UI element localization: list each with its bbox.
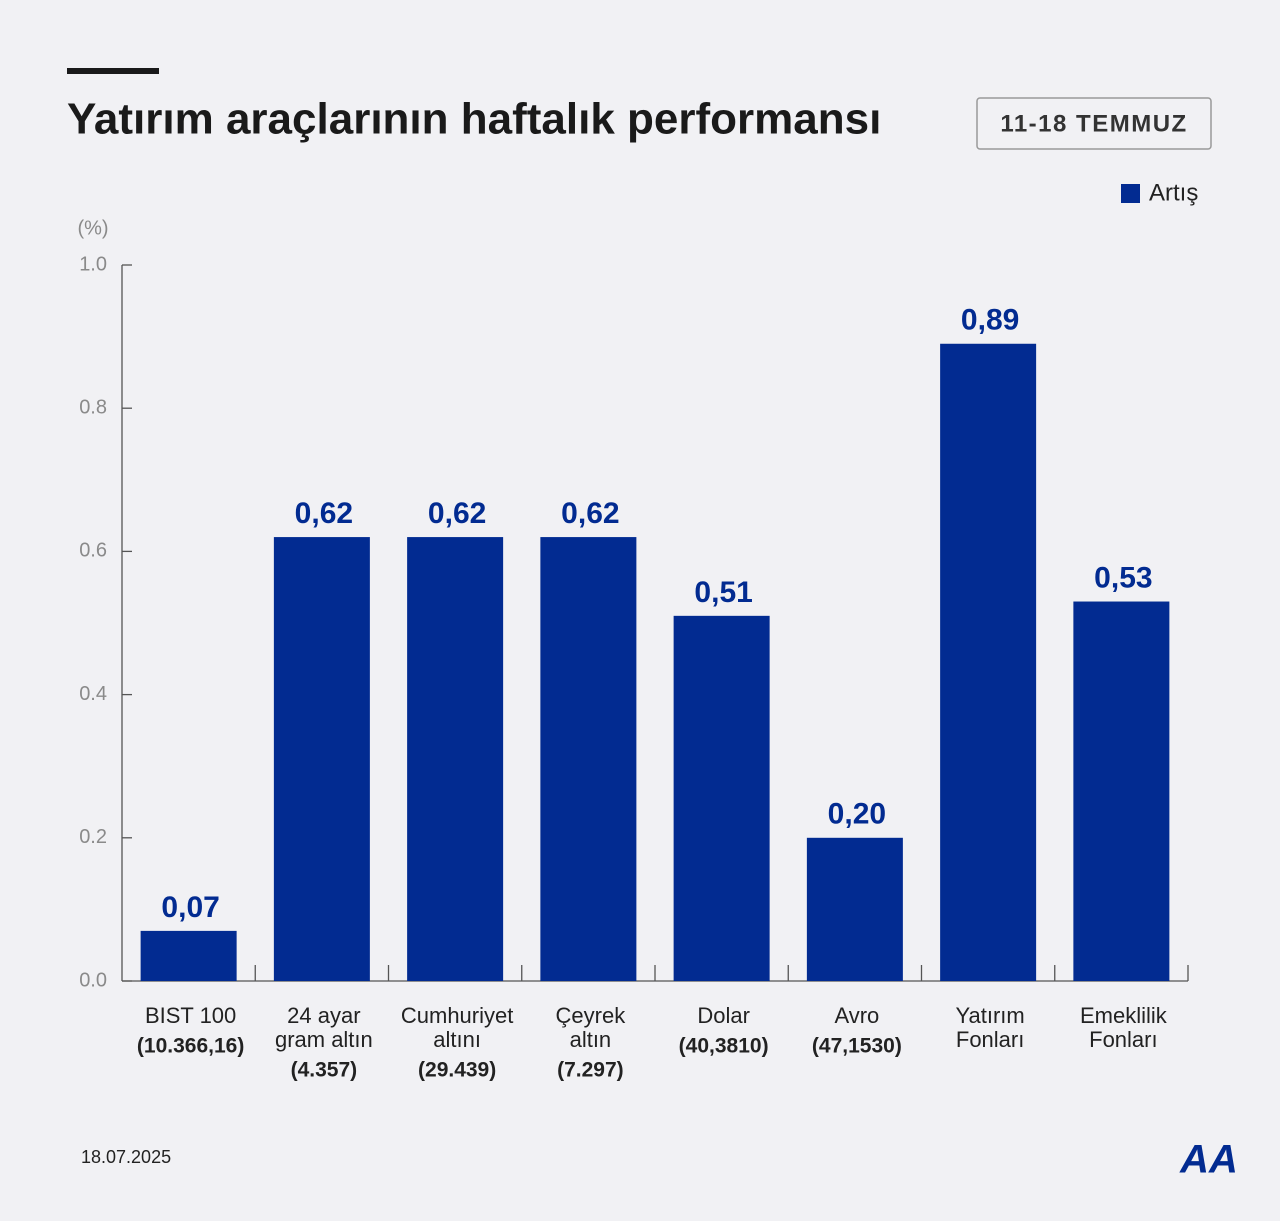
y-tick-label: 0.8 bbox=[79, 396, 107, 418]
x-tick-label: Cumhuriyet altını bbox=[401, 1003, 513, 1052]
bar bbox=[273, 537, 370, 981]
chart-title: Yatırım araçlarının haftalık performansı bbox=[67, 95, 881, 144]
x-tick-note: (40,3810) bbox=[679, 1035, 769, 1058]
value-label: 0,62 bbox=[561, 497, 619, 530]
value-label: 0,53 bbox=[1094, 561, 1152, 594]
y-tick-label: 0.0 bbox=[79, 969, 107, 991]
value-label: 0,51 bbox=[694, 576, 752, 609]
x-tick-note: (47,1530) bbox=[812, 1035, 902, 1058]
x-tick-label: Dolar bbox=[697, 1003, 750, 1028]
value-label: 0,07 bbox=[161, 891, 219, 924]
date-badge bbox=[976, 97, 1212, 150]
title-rule bbox=[67, 68, 159, 74]
bar bbox=[1073, 601, 1170, 981]
bar bbox=[940, 343, 1037, 981]
value-label: 0,20 bbox=[828, 798, 886, 831]
x-tick-label: Çeyrek altın bbox=[556, 1003, 627, 1052]
x-tick-label: 24 ayar gram altın bbox=[275, 1003, 373, 1052]
bar bbox=[806, 837, 903, 981]
y-tick-label: 0.4 bbox=[79, 683, 107, 705]
x-tick-label: Yatırım Fonları bbox=[955, 1003, 1024, 1052]
x-tick-label: Emeklilik Fonları bbox=[1080, 1003, 1168, 1052]
bar bbox=[673, 615, 770, 981]
bar bbox=[140, 930, 237, 981]
bar bbox=[540, 537, 637, 981]
legend-swatch bbox=[1121, 184, 1140, 203]
x-tick-label: Avro bbox=[834, 1003, 879, 1028]
date-range: 11-18 TEMMUZ bbox=[1000, 110, 1187, 137]
y-tick-label: 1.0 bbox=[79, 253, 107, 275]
x-tick-note: (10.366,16) bbox=[137, 1035, 244, 1058]
x-tick-label: BIST 100 bbox=[145, 1003, 236, 1028]
logo: AA bbox=[1179, 1138, 1238, 1182]
x-tick-note: (7.297) bbox=[557, 1059, 624, 1082]
bar bbox=[407, 537, 504, 981]
x-tick-note: (4.357) bbox=[291, 1059, 358, 1082]
y-axis-unit: (%) bbox=[77, 217, 108, 239]
y-tick-label: 0.6 bbox=[79, 540, 107, 562]
value-label: 0,62 bbox=[295, 497, 353, 530]
value-label: 0,62 bbox=[428, 497, 486, 530]
y-tick-label: 0.2 bbox=[79, 826, 107, 848]
value-label: 0,89 bbox=[961, 304, 1019, 337]
x-tick-note: (29.439) bbox=[418, 1059, 496, 1082]
legend-label: Artış bbox=[1149, 179, 1198, 206]
date: 18.07.2025 bbox=[81, 1147, 171, 1167]
